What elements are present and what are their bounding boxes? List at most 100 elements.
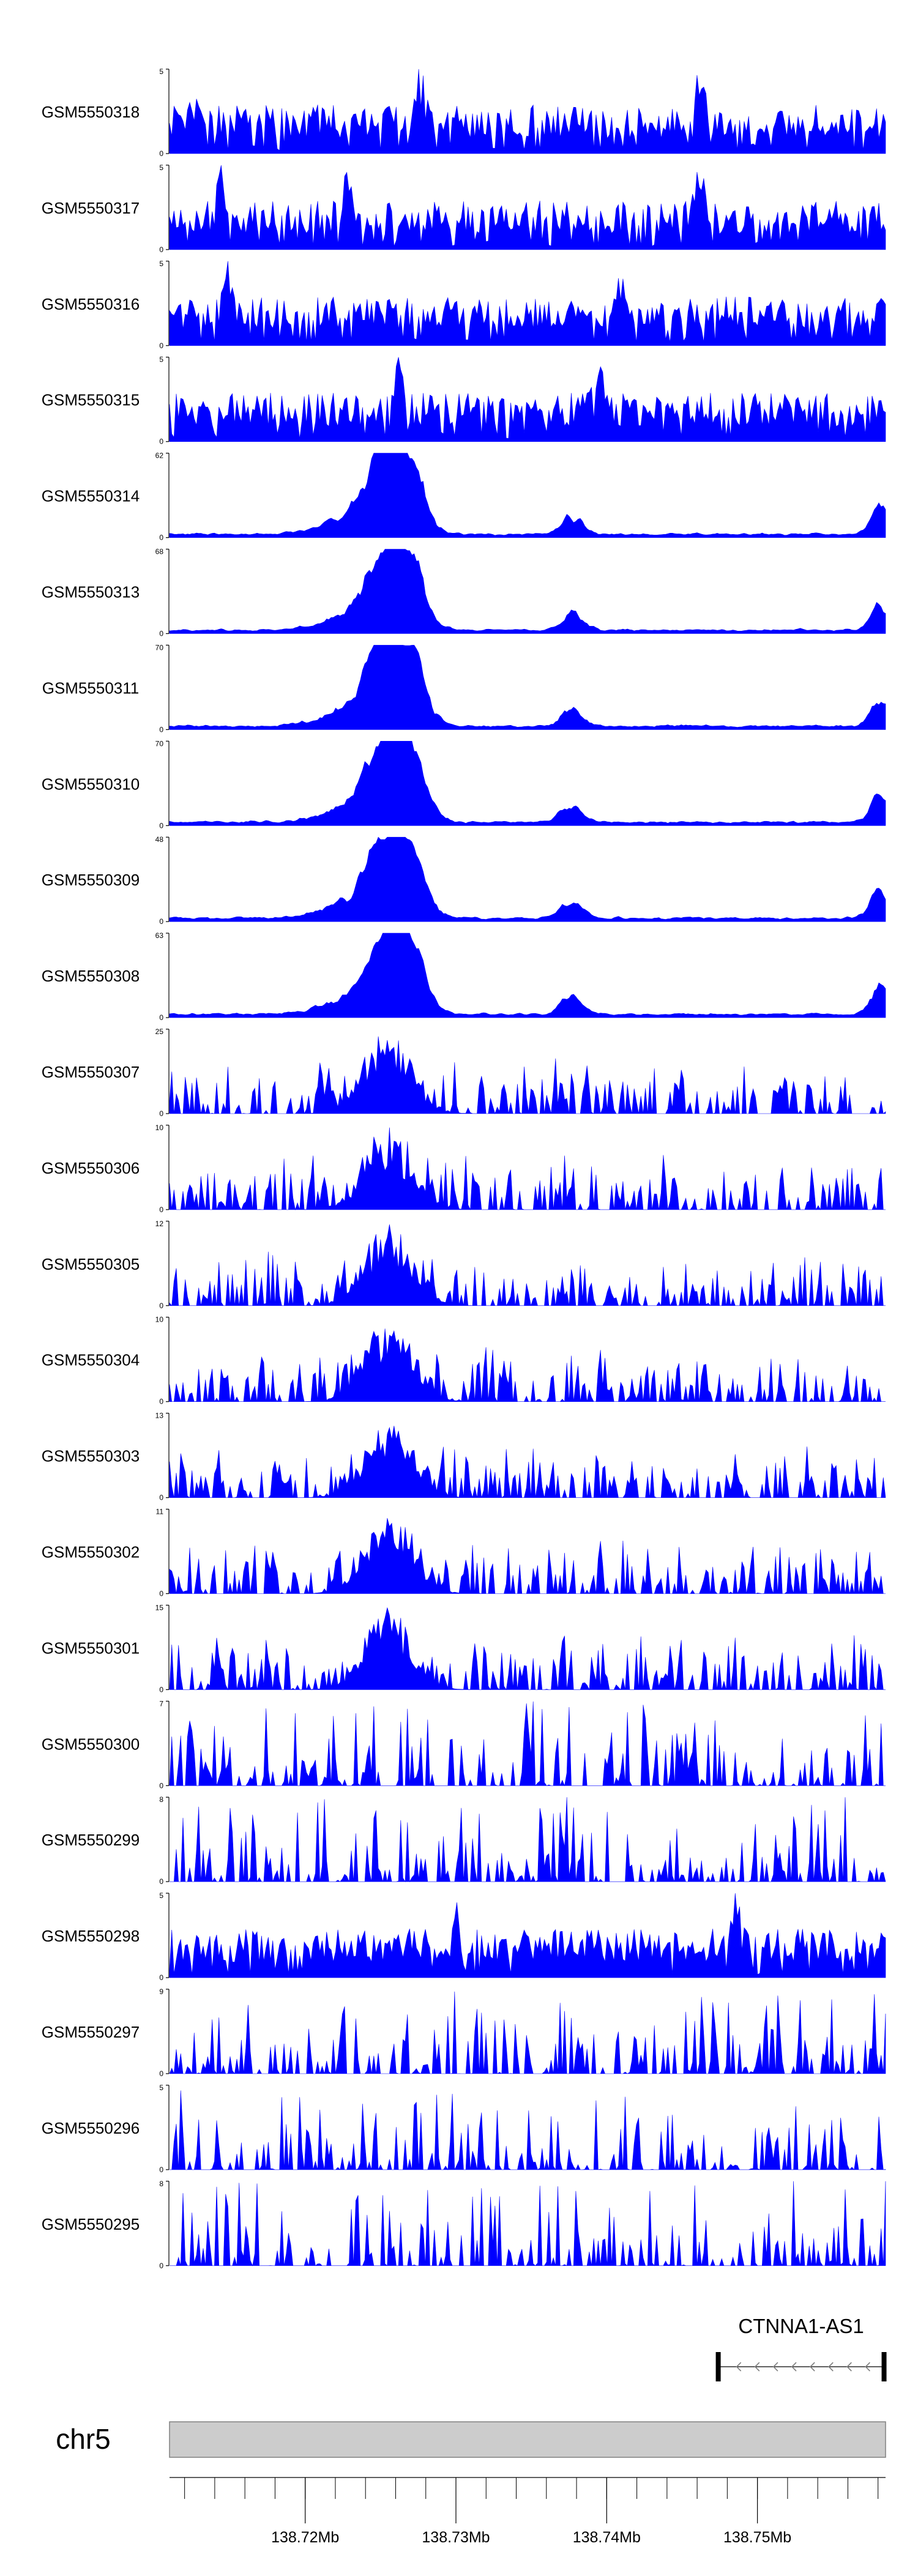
track-label: GSM5550316 (42, 295, 140, 313)
track-GSM5550295: GSM5550295 8 0 (42, 2180, 886, 2270)
track-GSM5550318: GSM5550318 5 0 (42, 67, 886, 158)
y-min-label: 0 (159, 1877, 163, 1886)
track-GSM5550298: GSM5550298 5 0 (42, 1891, 886, 1982)
track-GSM5550307: GSM5550307 25 0 (42, 1027, 886, 1118)
coverage-area (169, 165, 886, 250)
y-max-label: 5 (159, 67, 163, 76)
y-max-label: 7 (159, 1699, 163, 1708)
track-GSM5550296: GSM5550296 5 0 (42, 2083, 886, 2174)
y-min-label: 0 (159, 630, 163, 638)
y-max-label: 11 (156, 1508, 164, 1516)
track-label: GSM5550305 (42, 1255, 140, 1273)
y-min-label: 0 (159, 1590, 163, 1598)
ideogram-track: chr5 (56, 2421, 886, 2458)
coverage-area (170, 1797, 886, 1883)
coverage-area (169, 1701, 886, 1787)
y-min-label: 0 (159, 1781, 163, 1790)
y-min-label: 0 (159, 917, 163, 926)
track-label: GSM5550317 (42, 199, 140, 217)
coverage-area (169, 1328, 886, 1402)
track-label: GSM5550310 (42, 775, 140, 793)
strand-arrow (754, 2362, 760, 2372)
coverage-area (169, 357, 886, 442)
track-GSM5550297: GSM5550297 9 0 (42, 1987, 886, 2078)
strand-arrow (846, 2362, 852, 2372)
track-GSM5550314: GSM5550314 62 0 (42, 452, 886, 542)
track-GSM5550299: GSM5550299 8 0 (42, 1795, 886, 1886)
track-GSM5550310: GSM5550310 70 0 (42, 739, 886, 830)
track-label: GSM5550318 (42, 103, 140, 121)
track-GSM5550306: GSM5550306 10 0 (42, 1123, 886, 1214)
gene-exon-start (715, 2352, 721, 2381)
y-min-label: 0 (159, 1973, 163, 1982)
y-max-label: 25 (155, 1027, 164, 1036)
track-label: GSM5550302 (42, 1543, 140, 1562)
coverage-area (169, 741, 886, 826)
y-max-label: 70 (155, 739, 164, 748)
coverage-tracks: GSM555031850GSM555031750GSM555031650GSM5… (42, 67, 886, 2270)
strand-arrow (736, 2362, 742, 2372)
gene-track: CTNNA1-AS1 (715, 2315, 887, 2381)
y-min-label: 0 (159, 2069, 163, 2078)
coverage-area (169, 549, 886, 634)
track-GSM5550309: GSM5550309 48 0 (42, 835, 886, 926)
y-min-label: 0 (159, 1301, 163, 1310)
track-label: GSM5550307 (42, 1063, 140, 1081)
y-min-label: 0 (159, 1013, 163, 1022)
track-label: GSM5550300 (42, 1735, 140, 1753)
y-max-label: 5 (159, 163, 163, 172)
gene-label: CTNNA1-AS1 (738, 2315, 864, 2337)
track-GSM5550304: GSM5550304 10 0 (42, 1316, 886, 1406)
coverage-area (169, 1991, 886, 2075)
chromosome-ideogram-band (169, 2421, 886, 2458)
y-max-label: 48 (155, 835, 164, 844)
y-min-label: 0 (159, 1205, 163, 1214)
coverage-area (169, 1426, 886, 1498)
y-max-label: 8 (159, 2180, 163, 2188)
y-max-label: 13 (155, 1412, 164, 1420)
track-label: GSM5550313 (42, 583, 140, 601)
strand-arrow (865, 2362, 870, 2372)
track-GSM5550305: GSM5550305 12 0 (42, 1219, 886, 1310)
track-label: GSM5550303 (42, 1447, 140, 1465)
strand-arrow (772, 2362, 778, 2372)
y-max-label: 68 (155, 548, 164, 556)
gene-exon-end (881, 2352, 887, 2381)
strand-arrow (809, 2362, 815, 2372)
y-min-label: 0 (159, 725, 163, 734)
tick-label: 138.73Mb (422, 2529, 490, 2546)
track-GSM5550313: GSM5550313 68 0 (42, 548, 886, 638)
tick-label: 138.75Mb (723, 2529, 791, 2546)
y-max-label: 5 (159, 1891, 163, 1900)
y-min-label: 0 (159, 534, 163, 542)
track-label: GSM5550296 (42, 2119, 140, 2137)
y-max-label: 5 (159, 259, 163, 268)
coverage-area (169, 453, 886, 538)
chromosome-label: chr5 (56, 2423, 110, 2455)
coverage-area (169, 1224, 886, 1306)
track-GSM5550300: GSM5550300 7 0 (42, 1699, 886, 1790)
y-min-label: 0 (159, 2261, 163, 2270)
strand-arrow (791, 2362, 797, 2372)
y-max-label: 5 (159, 356, 163, 364)
track-label: GSM5550306 (42, 1159, 140, 1177)
track-label: GSM5550301 (42, 1639, 140, 1657)
y-min-label: 0 (159, 1685, 163, 1694)
track-label: GSM5550315 (42, 391, 140, 409)
coverage-area (169, 261, 886, 346)
y-max-label: 15 (155, 1603, 164, 1612)
track-label: GSM5550311 (42, 679, 140, 697)
tick-label: 138.72Mb (271, 2529, 339, 2546)
y-min-label: 0 (159, 821, 163, 830)
coverage-area (169, 1607, 886, 1691)
coverage-area (169, 645, 886, 730)
track-label: GSM5550295 (42, 2215, 140, 2233)
tick-label: 138.74Mb (573, 2529, 641, 2546)
genome-axis: 138.72Mb 138.73Mb 138.74Mb 138.75Mb (170, 2477, 886, 2546)
track-label: GSM5550314 (42, 487, 140, 505)
y-max-label: 70 (155, 643, 164, 652)
track-GSM5550317: GSM5550317 5 0 (42, 163, 886, 254)
coverage-area (170, 2181, 886, 2266)
track-label: GSM5550297 (42, 2023, 140, 2041)
y-min-label: 0 (159, 1109, 163, 1118)
